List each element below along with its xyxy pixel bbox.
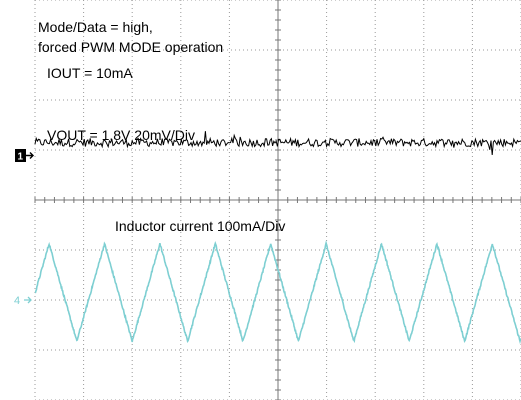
annotation-vout: VOUT = 1.8V 20mV/Div xyxy=(47,127,195,143)
traces xyxy=(34,131,521,345)
channel-1-marker: 1 xyxy=(15,149,34,163)
channel-4-marker: 4 xyxy=(14,295,32,307)
annotation-pwm: forced PWM MODE operation xyxy=(38,39,223,55)
annotations: Mode/Data = high, forced PWM MODE operat… xyxy=(38,19,285,234)
channel-1-label: 1 xyxy=(18,152,24,163)
annotation-iout: IOUT = 10mA xyxy=(47,65,133,81)
annotation-inductor: Inductor current 100mA/Div xyxy=(115,218,285,234)
channel-4-label: 4 xyxy=(14,295,20,307)
vout-trace xyxy=(34,131,521,155)
annotation-mode: Mode/Data = high, xyxy=(38,19,153,35)
inductor-current-trace xyxy=(34,240,521,345)
graticule xyxy=(34,0,521,400)
